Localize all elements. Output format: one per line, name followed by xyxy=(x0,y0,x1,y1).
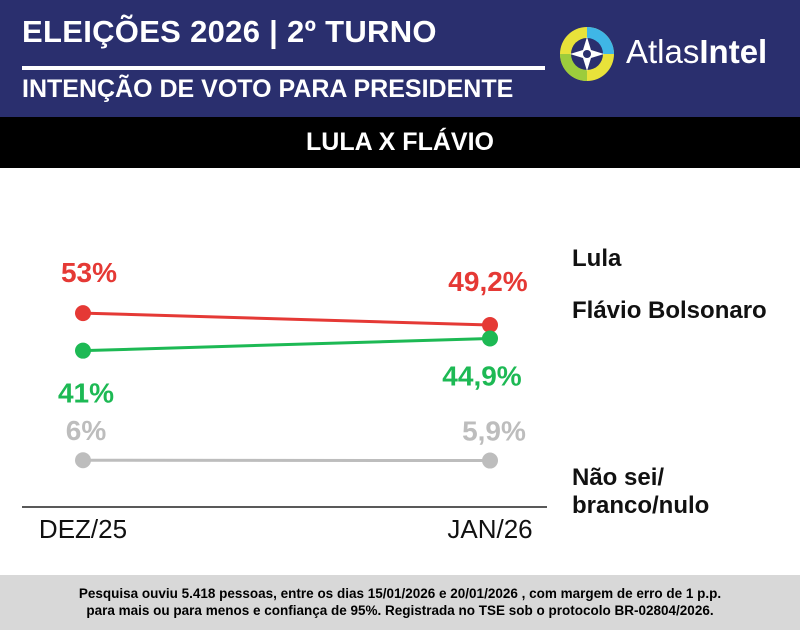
matchup-title: LULA X FLÁVIO xyxy=(0,117,800,168)
legend-label-2-1: branco/nulo xyxy=(572,492,709,519)
data-label-0-1: 49,2% xyxy=(448,266,527,297)
legend-label-0-0: Lula xyxy=(572,245,622,272)
data-label-2-1: 5,9% xyxy=(462,416,526,447)
page-subtitle: INTENÇÃO DE VOTO PARA PRESIDENTE xyxy=(22,75,514,103)
x-tick-label-1: JAN/26 xyxy=(447,514,532,544)
data-point-2-1 xyxy=(482,452,498,469)
legend-label-2-0: Não sei/ xyxy=(572,464,664,491)
series-line-1 xyxy=(82,336,491,353)
data-label-0-0: 53% xyxy=(61,257,117,288)
line-chart: 53% 49,2% Lula 41% 44,9% Flávio Bolsonaro 6% 5,… xyxy=(22,245,767,544)
data-point-1-1 xyxy=(482,330,498,347)
brand-name: AtlasIntel xyxy=(626,33,767,71)
methodology-note: Pesquisa ouviu 5.418 pessoas, entre os d… xyxy=(0,575,800,630)
data-point-1-0 xyxy=(75,342,91,359)
brand-name-part1: Atlas xyxy=(626,33,700,70)
brand-name-part2: Intel xyxy=(699,33,768,70)
methodology-line-2: para mais ou para menos e confiança de 9… xyxy=(86,603,714,618)
methodology-line-1: Pesquisa ouviu 5.418 pessoas, entre os d… xyxy=(78,586,722,601)
data-point-0-0 xyxy=(75,305,91,322)
page-title: ELEIÇÕES 2026 | 2º TURNO xyxy=(22,14,437,49)
atlasintel-logo-icon xyxy=(560,27,614,81)
data-label-1-0: 41% xyxy=(58,378,114,409)
legend-label-1-0: Flávio Bolsonaro xyxy=(572,297,767,324)
data-point-2-0 xyxy=(75,452,91,469)
header-divider xyxy=(22,66,545,70)
series-line-0 xyxy=(82,311,491,327)
x-tick-label-0: DEZ/25 xyxy=(39,514,127,544)
data-label-2-0: 6% xyxy=(66,415,107,446)
header: ELEIÇÕES 2026 | 2º TURNO INTENÇÃO DE VOT… xyxy=(0,0,800,117)
data-point-0-1 xyxy=(482,317,498,334)
data-label-1-1: 44,9% xyxy=(442,360,521,391)
